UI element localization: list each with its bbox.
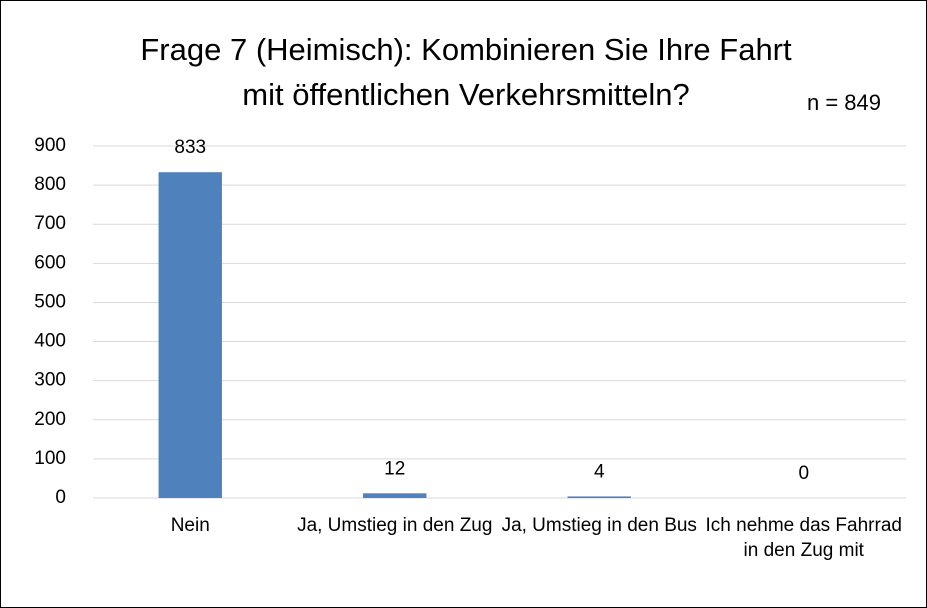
y-tick-label: 200 <box>34 409 66 430</box>
x-tick-label: Ja, Umstieg in den Bus <box>501 515 697 536</box>
y-tick-label: 600 <box>34 252 66 273</box>
x-tick-label: Ja, Umstieg in den Zug <box>297 515 493 536</box>
y-tick-label: 300 <box>34 370 66 391</box>
y-tick-label: 800 <box>34 174 66 195</box>
chart-title: Frage 7 (Heimisch): Kombinieren Sie Ihre… <box>140 32 792 112</box>
bar <box>158 172 222 498</box>
x-tick-label: Ich nehme das Fahrrad in den Zug mit <box>705 515 902 561</box>
bar <box>567 496 631 498</box>
bar <box>363 493 427 498</box>
x-tick-label: Nein <box>170 515 210 536</box>
y-tick-label: 700 <box>34 213 66 234</box>
data-label: 833 <box>174 137 206 158</box>
y-tick-label: 900 <box>34 135 66 156</box>
annotation: n = 849 <box>807 90 882 115</box>
data-label: 4 <box>594 461 605 482</box>
data-label: 0 <box>798 463 809 484</box>
y-tick-label: 500 <box>34 291 66 312</box>
data-label: 12 <box>384 458 405 479</box>
y-tick-label: 0 <box>55 487 66 508</box>
y-tick-label: 400 <box>34 331 66 352</box>
y-tick-label: 100 <box>34 448 66 469</box>
